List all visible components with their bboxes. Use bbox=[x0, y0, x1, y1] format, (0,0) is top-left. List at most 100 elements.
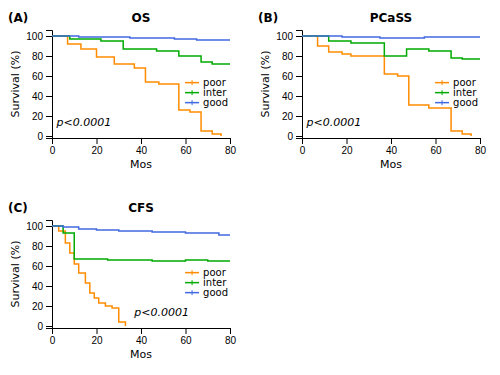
x-tick: 20 bbox=[341, 138, 353, 156]
legend-label: good bbox=[203, 97, 228, 108]
y-tick-mark bbox=[46, 56, 52, 57]
x-tick-label: 60 bbox=[180, 145, 192, 156]
x-tick-label: 80 bbox=[475, 145, 487, 156]
x-tick-label: 80 bbox=[225, 335, 237, 346]
y-tick-label: 80 bbox=[32, 51, 44, 62]
x-tick-label: 60 bbox=[430, 145, 442, 156]
annotation: p<0.0001 bbox=[133, 306, 189, 319]
legend-swatch-marker bbox=[192, 80, 193, 85]
y-tick: 20 bbox=[32, 111, 52, 122]
x-tick: 40 bbox=[136, 328, 148, 346]
survival-line bbox=[302, 36, 480, 59]
x-tick-label: 40 bbox=[136, 145, 148, 156]
title: OS bbox=[132, 11, 151, 25]
x-tick: 20 bbox=[91, 328, 103, 346]
y-tick: 60 bbox=[32, 71, 52, 82]
x-tick-label: 0 bbox=[50, 145, 56, 156]
survival-line bbox=[52, 36, 221, 136]
plot-area bbox=[302, 36, 480, 136]
y-tick: 0 bbox=[37, 131, 52, 142]
y-tick-mark bbox=[296, 136, 302, 137]
legend-swatch-marker bbox=[192, 90, 193, 95]
y-axis: 020406080100 bbox=[276, 31, 302, 142]
x-tick-label: 0 bbox=[300, 145, 306, 156]
y-tick-label: 0 bbox=[37, 131, 43, 142]
figure: 0 20 40 60 80 0 20 40 60 80 100 OS (A) Mos Survival (%… bbox=[0, 0, 500, 375]
survival-line bbox=[52, 226, 125, 326]
survival-line bbox=[52, 226, 230, 235]
y-axis: 020406080100 bbox=[26, 221, 52, 332]
y-tick-mark bbox=[46, 96, 52, 97]
y-axis-title: Survival (%) bbox=[9, 51, 22, 118]
legend-swatch-marker bbox=[442, 80, 443, 85]
y-axis-line bbox=[296, 31, 303, 139]
title: CFS bbox=[128, 201, 154, 215]
legend: poorintergood bbox=[435, 77, 478, 108]
x-axis-title: Mos bbox=[130, 348, 152, 361]
legend-swatch-marker bbox=[442, 100, 443, 105]
y-tick: 100 bbox=[26, 31, 52, 42]
survival-line bbox=[52, 36, 230, 64]
panel-label: (C) bbox=[8, 201, 28, 215]
x-axis: 0 20 40 60 80 bbox=[50, 328, 237, 346]
y-tick-mark bbox=[46, 246, 52, 247]
y-tick: 80 bbox=[282, 51, 302, 62]
y-tick-label: 20 bbox=[32, 301, 44, 312]
y-tick-mark bbox=[46, 266, 52, 267]
y-tick: 20 bbox=[32, 301, 52, 312]
x-tick: 60 bbox=[180, 138, 192, 156]
y-tick: 100 bbox=[276, 31, 302, 42]
y-tick-mark bbox=[46, 326, 52, 327]
panel-label: (A) bbox=[8, 11, 28, 25]
x-tick: 0 bbox=[300, 138, 306, 156]
y-axis-title: Survival (%) bbox=[259, 51, 272, 118]
panel: 020406080020406080100CFS(C)MosSurvival (… bbox=[8, 201, 236, 361]
plot-area bbox=[52, 36, 230, 136]
x-tick: 0 bbox=[50, 328, 56, 346]
x-tick-mark bbox=[230, 328, 231, 334]
x-tick: 60 bbox=[180, 328, 192, 346]
legend-swatch-marker bbox=[192, 270, 193, 275]
survival-line bbox=[52, 36, 230, 40]
legend-swatch-marker bbox=[192, 280, 193, 285]
x-tick-mark bbox=[186, 328, 187, 334]
panel: 020406080020406080100PCaSS(B)MosSurvival… bbox=[258, 11, 486, 171]
y-tick-label: 0 bbox=[37, 321, 43, 332]
legend-swatch-marker bbox=[192, 290, 193, 295]
y-tick-mark bbox=[296, 76, 302, 77]
x-tick-mark bbox=[97, 138, 98, 144]
x-tick-label: 40 bbox=[386, 145, 398, 156]
y-tick-label: 100 bbox=[26, 31, 43, 42]
y-tick-label: 100 bbox=[26, 221, 43, 232]
y-tick-mark bbox=[46, 136, 52, 137]
y-tick: 60 bbox=[282, 71, 302, 82]
x-tick-mark bbox=[230, 138, 231, 144]
y-axis: 020406080100 bbox=[26, 31, 52, 142]
x-tick: 0 bbox=[50, 138, 56, 156]
survival-line bbox=[52, 226, 230, 261]
legend-swatch-marker bbox=[442, 90, 443, 95]
x-tick: 80 bbox=[475, 138, 487, 156]
legend: poorintergood bbox=[185, 77, 228, 108]
panel: 020406080020406080100OS(A)MosSurvival (%… bbox=[8, 11, 236, 171]
panel-label: (B) bbox=[258, 11, 278, 25]
x-tick: 80 bbox=[225, 138, 237, 156]
y-tick: 20 bbox=[282, 111, 302, 122]
x-tick-mark bbox=[141, 328, 142, 334]
y-tick: 80 bbox=[32, 241, 52, 252]
x-axis-line bbox=[53, 139, 231, 145]
y-axis-title: Survival (%) bbox=[9, 241, 22, 308]
y-tick-label: 80 bbox=[32, 241, 44, 252]
legend-item: good bbox=[185, 287, 228, 298]
y-tick-mark bbox=[296, 56, 302, 57]
y-tick-label: 60 bbox=[32, 261, 44, 272]
x-tick-mark bbox=[186, 138, 187, 144]
y-tick-mark bbox=[46, 36, 52, 37]
plot-area bbox=[52, 226, 230, 326]
y-tick-mark bbox=[296, 96, 302, 97]
x-tick-label: 20 bbox=[91, 335, 103, 346]
y-tick: 0 bbox=[37, 321, 52, 332]
x-tick-mark bbox=[480, 138, 481, 144]
survival-line bbox=[302, 36, 480, 38]
x-tick-label: 80 bbox=[225, 145, 237, 156]
